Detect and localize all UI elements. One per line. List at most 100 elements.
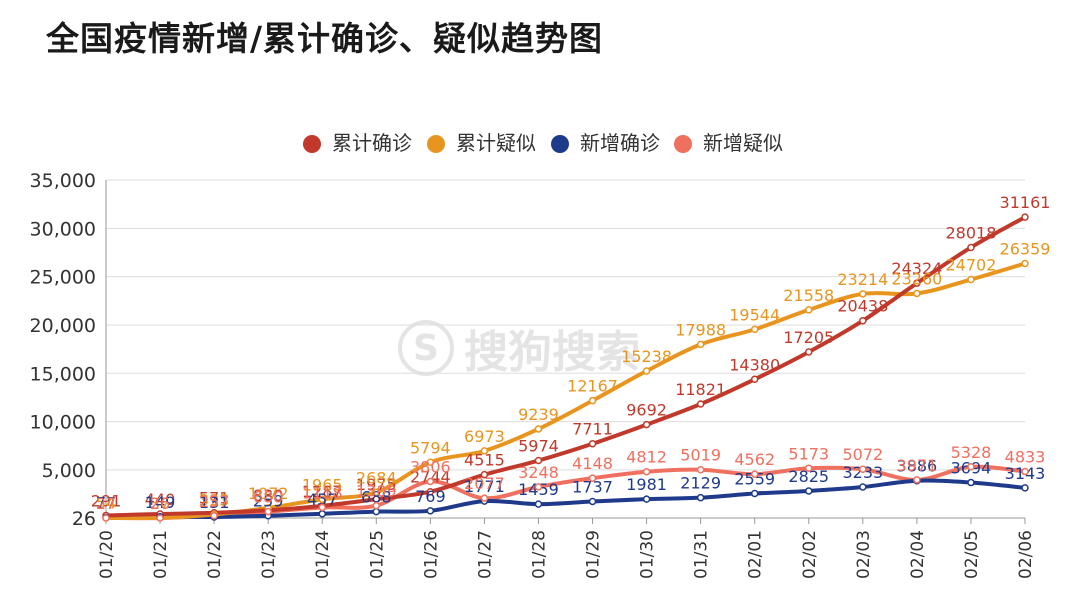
data-label: 1118 (302, 483, 343, 502)
data-point (1021, 467, 1029, 476)
data-label: 5974 (518, 437, 559, 456)
x-tick-label: 01/22 (205, 530, 225, 579)
data-label: 2744 (410, 468, 451, 487)
data-label: 291 (91, 491, 122, 510)
data-label: 17205 (783, 328, 834, 347)
data-label: 20438 (837, 297, 888, 316)
data-label: 1981 (626, 475, 667, 494)
data-point (534, 456, 543, 465)
data-label: 3248 (518, 463, 559, 482)
data-point (913, 289, 921, 298)
legend-label: 新增疑似 (703, 131, 783, 155)
data-point (967, 275, 975, 284)
data-label: 769 (415, 487, 446, 506)
data-point (967, 478, 975, 487)
data-point (372, 507, 381, 516)
legend-marker (674, 135, 692, 153)
y-tick-label: 35,000 (30, 170, 96, 192)
data-label: 9239 (518, 405, 559, 424)
data-point (967, 243, 975, 252)
data-point (1021, 259, 1029, 268)
y-tick-label: 5,000 (42, 460, 96, 482)
data-point (426, 507, 435, 515)
data-label: 27 (96, 494, 116, 513)
data-label: 28018 (945, 223, 996, 242)
x-tick-label: 01/31 (692, 530, 712, 579)
data-label: 4833 (1005, 448, 1046, 467)
data-point (588, 439, 597, 448)
data-point (480, 470, 489, 479)
data-label: 440 (145, 490, 176, 509)
data-label: 680 (253, 488, 284, 507)
data-point (913, 279, 921, 287)
data-point (967, 463, 975, 471)
data-label: 1771 (464, 477, 505, 496)
data-point (859, 483, 867, 491)
data-point (696, 465, 705, 474)
x-tick-label: 02/04 (908, 530, 928, 579)
data-label: 19544 (729, 305, 780, 324)
data-point (805, 487, 813, 495)
x-tick-label: 02/02 (800, 530, 820, 579)
data-label: 23214 (837, 270, 888, 289)
data-point (534, 500, 543, 508)
legend-label: 累计确诊 (332, 131, 412, 155)
data-point (805, 348, 813, 356)
x-tick-label: 02/05 (962, 530, 982, 579)
data-label: 3971 (897, 456, 938, 475)
data-point (588, 497, 597, 506)
data-label: 31161 (1000, 193, 1051, 212)
data-label: 9692 (626, 401, 667, 420)
data-point (913, 476, 921, 484)
data-label: 26359 (1000, 240, 1051, 259)
data-point (588, 474, 597, 482)
data-label: 4148 (572, 454, 613, 473)
data-label: 688 (361, 488, 392, 507)
data-point (210, 512, 218, 520)
data-point (696, 493, 705, 502)
data-label: 259 (253, 492, 284, 511)
x-tick-label: 01/23 (259, 530, 279, 579)
data-label: 5072 (842, 445, 883, 464)
y-tick-label: 10,000 (30, 412, 96, 434)
data-label: 2684 (356, 468, 397, 487)
data-point (1021, 213, 1029, 221)
data-point (480, 494, 489, 502)
data-point (750, 489, 759, 498)
data-label: 24324 (891, 259, 942, 278)
data-label: 5328 (951, 443, 992, 462)
watermark-text: 搜狗搜索 (464, 327, 640, 378)
data-label: 2559 (734, 470, 775, 489)
series-line-1 (104, 215, 1027, 518)
data-label: 5794 (410, 438, 451, 457)
y-tick-label: 25,000 (30, 267, 96, 289)
data-label: 1737 (572, 477, 613, 496)
data-point (588, 396, 597, 405)
x-tick-label: 01/28 (529, 530, 549, 579)
data-label: 131 (199, 493, 230, 512)
data-label: 2077 (464, 474, 505, 493)
legend-marker (551, 135, 569, 153)
data-label: 1072 (248, 484, 289, 503)
x-tick-label: 02/01 (746, 530, 766, 579)
data-point (318, 495, 326, 504)
data-point (426, 487, 435, 496)
y-tick-label: 20,000 (30, 315, 96, 337)
data-label: 257 (199, 492, 230, 511)
sogou-logo-icon: S (398, 320, 454, 376)
data-label: 393 (199, 490, 230, 509)
data-label: 15238 (621, 347, 672, 366)
data-point (642, 495, 651, 503)
data-point (859, 316, 867, 325)
data-point (642, 367, 651, 375)
data-label: 1965 (302, 475, 343, 494)
data-label: 23260 (891, 269, 942, 288)
watermark: S 搜狗搜索 (398, 316, 640, 380)
y-tick-label: 15,000 (30, 363, 96, 385)
data-point (750, 325, 759, 334)
data-point (372, 488, 381, 497)
data-label: 17988 (675, 320, 726, 339)
y-tick-label: 30,000 (30, 218, 96, 240)
series-line-3 (104, 478, 1027, 520)
